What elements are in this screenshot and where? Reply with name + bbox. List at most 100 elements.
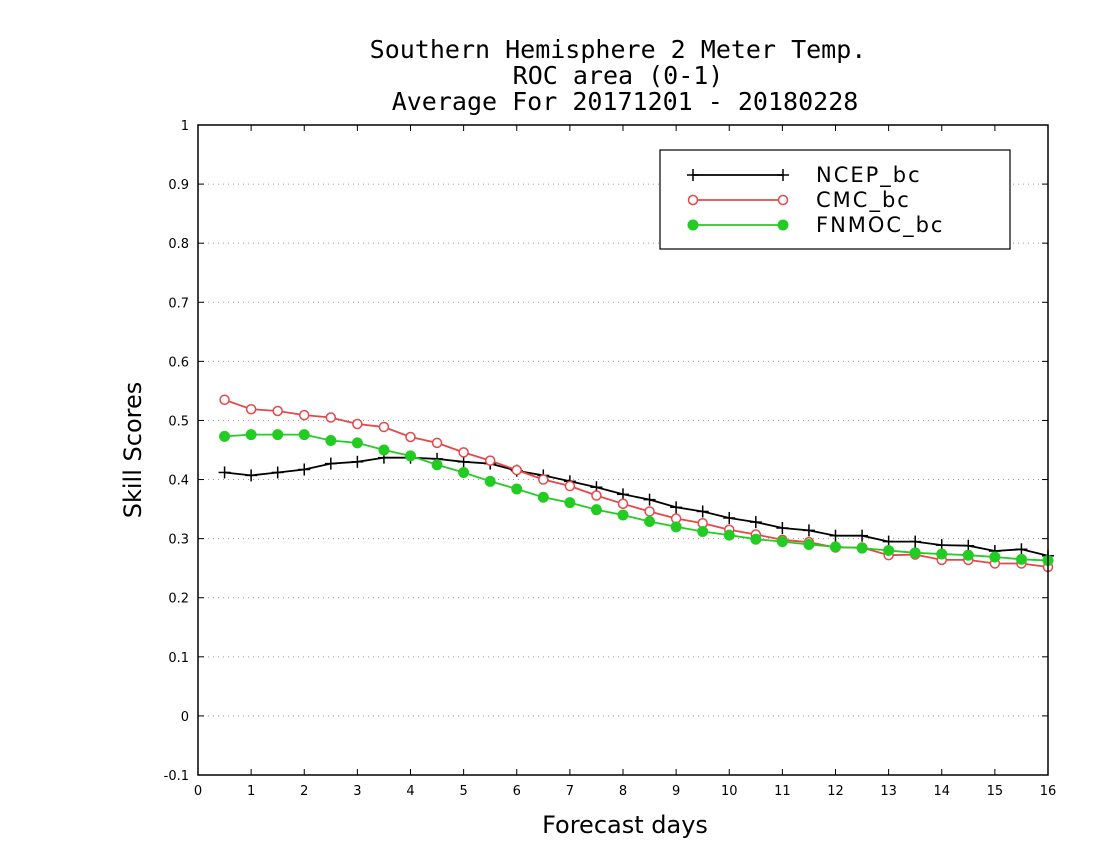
data-point-fnmoc-bc bbox=[431, 459, 443, 471]
data-point-ncep-bc bbox=[670, 501, 683, 514]
data-point-cmc-bc bbox=[272, 405, 283, 417]
x-tick-label: 4 bbox=[406, 784, 414, 799]
data-point-ncep-bc bbox=[856, 529, 869, 542]
x-tick-label: 15 bbox=[987, 784, 1004, 799]
y-tick-label: 0.2 bbox=[168, 592, 189, 607]
x-tick-label: 7 bbox=[566, 784, 574, 799]
y-axis-label: Skill Scores bbox=[119, 382, 147, 519]
data-point-ncep-bc bbox=[617, 488, 629, 501]
data-point-fnmoc-bc bbox=[378, 444, 390, 456]
x-axis-label: Forecast days bbox=[542, 811, 708, 839]
legend-marker bbox=[777, 169, 789, 181]
title-line-2: ROC area (0-1) bbox=[513, 61, 724, 90]
data-point-fnmoc-bc bbox=[1015, 553, 1027, 565]
data-point-fnmoc-bc bbox=[537, 491, 549, 503]
legend-item-ncep-bc: NCEP_bc bbox=[687, 163, 920, 188]
x-tick-label: 0 bbox=[194, 784, 202, 799]
data-point-fnmoc-bc bbox=[989, 551, 1001, 563]
data-point-ncep-bc bbox=[909, 535, 922, 548]
y-tick-label: 0.6 bbox=[168, 355, 189, 370]
data-point-fnmoc-bc bbox=[883, 544, 895, 556]
data-point-ncep-bc bbox=[298, 463, 311, 476]
x-tick-label: 1 bbox=[247, 784, 255, 799]
data-point-cmc-bc bbox=[617, 498, 629, 510]
x-tick-label: 16 bbox=[1040, 784, 1057, 799]
gridlines bbox=[198, 183, 1048, 717]
data-point-fnmoc-bc bbox=[723, 529, 735, 541]
data-point-fnmoc-bc bbox=[351, 437, 363, 449]
data-point-cmc-bc bbox=[431, 437, 443, 449]
title-line-1: Southern Hemisphere 2 Meter Temp. bbox=[370, 35, 867, 64]
data-point-fnmoc-bc bbox=[272, 429, 284, 441]
data-point-fnmoc-bc bbox=[670, 521, 682, 533]
y-tick-label: 0.9 bbox=[168, 178, 189, 193]
x-tick-label: 2 bbox=[300, 784, 308, 799]
data-point-fnmoc-bc bbox=[962, 549, 974, 561]
x-tick-label: 6 bbox=[513, 784, 521, 799]
legend-label-cmc-bc: CMC_bc bbox=[816, 188, 911, 213]
data-point-ncep-bc bbox=[351, 455, 364, 468]
legend-marker bbox=[687, 219, 699, 231]
data-point-ncep-bc bbox=[696, 505, 709, 518]
data-point-cmc-bc bbox=[299, 409, 310, 421]
data-point-fnmoc-bc bbox=[405, 450, 416, 462]
data-point-ncep-bc bbox=[802, 524, 815, 537]
data-point-fnmoc-bc bbox=[590, 504, 602, 516]
data-point-cmc-bc bbox=[591, 490, 602, 501]
x-tick-label: 11 bbox=[774, 784, 791, 799]
legend-marker bbox=[777, 219, 789, 231]
data-point-fnmoc-bc bbox=[856, 542, 868, 554]
data-point-fnmoc-bc bbox=[617, 509, 629, 521]
x-tick-label: 8 bbox=[619, 784, 627, 799]
data-point-cmc-bc bbox=[245, 403, 257, 415]
data-point-cmc-bc bbox=[352, 418, 363, 430]
data-point-fnmoc-bc bbox=[564, 497, 576, 509]
plot-frame bbox=[197, 124, 1049, 776]
data-point-ncep-bc bbox=[723, 511, 736, 524]
data-point-cmc-bc bbox=[538, 474, 549, 485]
data-point-ncep-bc bbox=[218, 466, 231, 479]
x-tick-label: 13 bbox=[880, 784, 897, 799]
y-tick-label: 0.8 bbox=[168, 237, 189, 252]
data-point-fnmoc-bc bbox=[697, 526, 709, 538]
data-point-fnmoc-bc bbox=[245, 429, 257, 441]
data-point-fnmoc-bc bbox=[484, 475, 496, 487]
y-tick-label: 0.1 bbox=[168, 651, 189, 666]
data-point-fnmoc-bc bbox=[936, 548, 948, 560]
x-tick-label: 12 bbox=[827, 784, 844, 799]
data-point-fnmoc-bc bbox=[644, 516, 656, 527]
y-tick-label: 0.3 bbox=[168, 533, 189, 548]
legend-item-cmc-bc: CMC_bc bbox=[687, 188, 911, 213]
data-point-cmc-bc bbox=[458, 447, 469, 458]
data-point-fnmoc-bc bbox=[909, 547, 921, 559]
data-point-fnmoc-bc bbox=[325, 435, 337, 447]
data-point-fnmoc-bc bbox=[511, 483, 523, 495]
y-tick-label: 0 bbox=[181, 710, 189, 725]
y-tick-label: 0.7 bbox=[168, 296, 189, 311]
y-tick-label: 0.4 bbox=[168, 474, 189, 489]
x-tick-label: 14 bbox=[933, 784, 950, 799]
data-point-fnmoc-bc bbox=[803, 539, 815, 551]
data-point-cmc-bc bbox=[219, 394, 230, 406]
data-point-cmc-bc bbox=[405, 431, 416, 443]
legend-item-fnmoc-bc: FNMOC_bc bbox=[687, 213, 944, 238]
legend-label-fnmoc-bc: FNMOC_bc bbox=[816, 213, 944, 238]
legend-marker bbox=[687, 194, 699, 206]
data-point-ncep-bc bbox=[829, 529, 842, 542]
data-point-cmc-bc bbox=[484, 455, 496, 466]
data-point-ncep-bc bbox=[271, 466, 284, 479]
x-tick-label: 3 bbox=[353, 784, 361, 799]
data-point-ncep-bc bbox=[1015, 543, 1028, 556]
chart-title: Southern Hemisphere 2 Meter Temp. ROC ar… bbox=[370, 35, 867, 116]
y-tick-label: -0.1 bbox=[164, 769, 189, 784]
series-fnmoc-bc bbox=[219, 429, 1054, 566]
x-tick-label: 9 bbox=[672, 784, 680, 799]
data-point-cmc-bc bbox=[325, 412, 337, 423]
legend-marker bbox=[777, 194, 789, 206]
series-cmc-bc bbox=[219, 394, 1054, 573]
title-line-3: Average For 20171201 - 20180228 bbox=[392, 87, 859, 116]
data-point-fnmoc-bc bbox=[219, 430, 231, 442]
data-point-ncep-bc bbox=[324, 457, 337, 470]
